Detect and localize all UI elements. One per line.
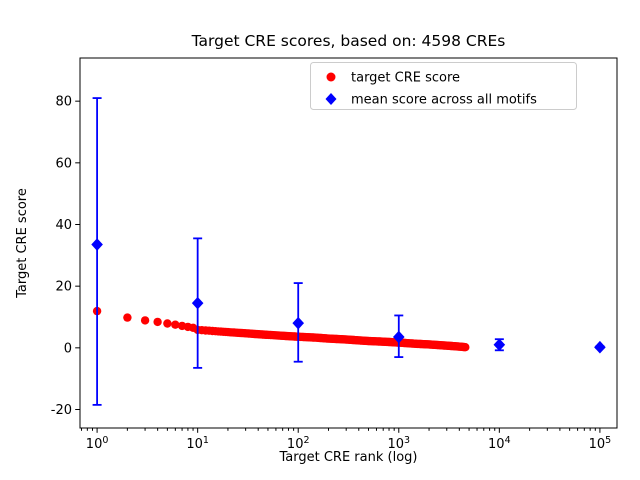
red-dot: [153, 317, 162, 327]
x-tick-label: 104: [488, 435, 511, 452]
y-tick-label: 60: [55, 156, 72, 171]
chart-title: Target CRE scores, based on: 4598 CREs: [191, 32, 506, 50]
diamond-marker: [292, 316, 305, 330]
y-tick-label: 20: [55, 280, 72, 295]
legend-label-target-cre-score: target CRE score: [351, 71, 460, 86]
y-tick-label: 0: [64, 341, 72, 356]
y-tick-label: 40: [55, 218, 72, 233]
x-tick-label: 100: [86, 435, 109, 452]
diamond-marker: [594, 340, 606, 354]
series-mean-score: [91, 97, 606, 406]
red-dot: [123, 313, 132, 322]
x-tick-label: 105: [589, 435, 612, 452]
red-dot: [171, 320, 180, 329]
y-axis: [75, 100, 80, 410]
y-tick-label: 80: [55, 95, 72, 110]
series-target-cre-score: [92, 306, 470, 352]
y-axis-label: Target CRE score: [15, 188, 30, 299]
diamond-marker: [191, 296, 204, 310]
x-axis-label: Target CRE rank (log): [279, 450, 418, 465]
diamond-marker: [91, 238, 103, 251]
red-dot: [140, 316, 150, 325]
x-tick-label: 101: [186, 435, 209, 452]
y-tick-labels: -20 0 20 40 60 80: [51, 95, 72, 418]
x-tick-labels: 100 101 102 103 104 105: [86, 435, 611, 452]
legend-circle-marker: [326, 72, 336, 82]
y-tick-label: -20: [51, 403, 72, 418]
legend-label-mean-score: mean score across all motifs: [351, 93, 537, 108]
axes-spines: [79, 57, 618, 429]
x-tick-label: 102: [287, 435, 310, 452]
legend-box: [310, 62, 577, 110]
x-tick-label: 103: [387, 435, 410, 452]
plot-area: [80, 58, 617, 428]
legend: target CRE score mean score across all mo…: [310, 62, 577, 110]
diamond-marker: [392, 330, 405, 344]
diamond-marker: [493, 338, 506, 352]
red-dot: [163, 319, 172, 328]
red-dot: [461, 343, 470, 352]
legend-diamond-marker: [325, 93, 337, 105]
